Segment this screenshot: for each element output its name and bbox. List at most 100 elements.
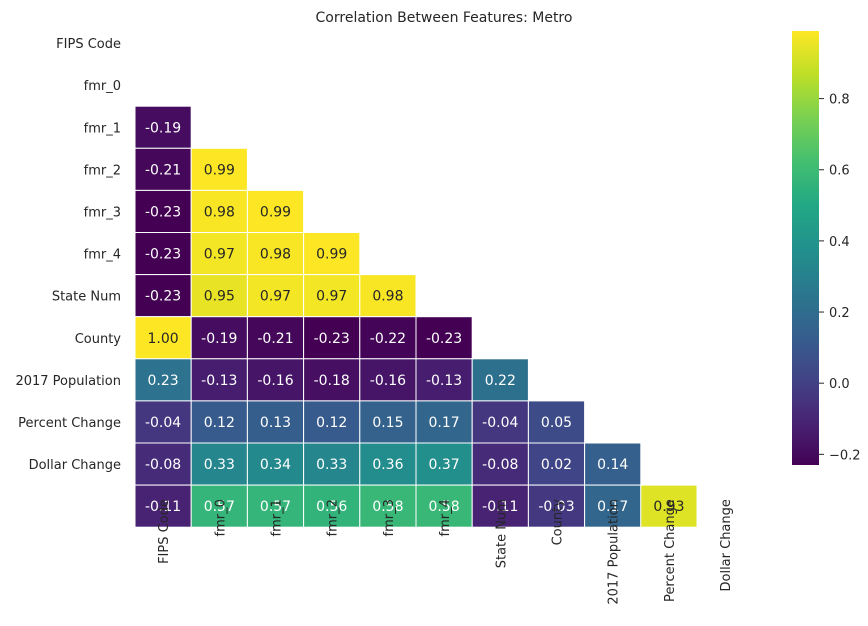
- heatmap-cell: [471, 442, 529, 486]
- cell-annotation: 0.97: [316, 289, 347, 305]
- cell-annotation: -0.23: [145, 289, 181, 305]
- heatmap-cell: [190, 274, 248, 318]
- x-axis-labels: FIPS Code fmr_0 fmr_1 fmr_2 fmr_3 fmr_4 State …: [157, 499, 734, 605]
- y-tick-label: fmr_1: [84, 121, 121, 136]
- cell-annotation: 0.13: [260, 415, 291, 431]
- cell-annotation: 0.15: [372, 415, 403, 431]
- x-tick-label: fmr_0: [213, 499, 228, 536]
- heatmap-cell: [527, 484, 586, 528]
- cell-annotation: 0.58: [429, 499, 460, 515]
- cell-annotation: -0.13: [201, 373, 237, 389]
- cell-annotation: -0.21: [145, 162, 181, 178]
- heatmap-cell: [584, 442, 642, 486]
- cell-annotation: 0.12: [316, 415, 347, 431]
- x-tick-label: fmr_3: [382, 499, 397, 536]
- colorbar-tick-label: 0.6: [829, 164, 850, 179]
- heatmap-cell: [303, 442, 361, 486]
- heatmap-cell: [471, 358, 529, 402]
- x-tick-label: Percent Change: [663, 499, 678, 602]
- y-axis-labels: FIPS Code fmr_0 fmr_1 fmr_2 fmr_3 fmr_4 State …: [15, 37, 121, 473]
- y-tick-label: State Num: [52, 290, 121, 305]
- cell-annotation: 0.02: [541, 457, 572, 473]
- cell-annotation: 0.17: [597, 499, 628, 515]
- cell-annotation: -0.11: [482, 499, 518, 515]
- y-tick-label: 2017 Population: [15, 374, 121, 389]
- cell-annotation: 0.58: [372, 499, 403, 515]
- heatmap-cell: [246, 400, 305, 444]
- heatmap-cell: [246, 316, 305, 360]
- x-tick-label: fmr_1: [270, 499, 285, 536]
- cell-annotation: 0.23: [148, 373, 179, 389]
- y-tick-label: FIPS Code: [56, 37, 121, 52]
- colorbar-tick-label: 0.8: [829, 93, 850, 108]
- heatmap-cell: [134, 484, 192, 528]
- heatmap-cell: [190, 147, 248, 191]
- heatmap-cell: [303, 232, 361, 276]
- cell-annotation: -0.21: [257, 331, 293, 347]
- cell-annotation: 0.57: [204, 499, 235, 515]
- cell-annotation: -0.08: [482, 457, 518, 473]
- cell-annotation: 0.12: [204, 415, 235, 431]
- cell-annotation: 0.37: [429, 457, 460, 473]
- heatmap-cell: [415, 484, 473, 528]
- cell-annotation: 0.97: [204, 247, 235, 263]
- cell-annotation: -0.23: [145, 247, 181, 263]
- cell-annotation: 0.33: [204, 457, 235, 473]
- cell-annotation: 0.98: [372, 289, 403, 305]
- heatmap-cell: [640, 484, 698, 528]
- cell-annotation: -0.23: [145, 204, 181, 220]
- heatmap-cell: [134, 358, 192, 402]
- cell-annotation: -0.16: [257, 373, 293, 389]
- x-tick-label: 2017 Population: [607, 499, 622, 605]
- heatmap-cell: [190, 316, 248, 360]
- heatmap-cell: [190, 232, 248, 276]
- heatmap-cell: [303, 484, 361, 528]
- heatmap-cell: [359, 484, 417, 528]
- y-tick-label: fmr_0: [84, 79, 121, 94]
- cell-annotation: 0.99: [260, 204, 291, 220]
- colorbar-gradient: [792, 31, 819, 465]
- y-tick-label: Percent Change: [18, 416, 121, 431]
- heatmap-cell: [134, 442, 192, 486]
- cell-annotation: -0.23: [426, 331, 462, 347]
- chart-title: Correlation Between Features: Metro: [316, 10, 573, 26]
- cell-annotation: 0.98: [204, 204, 235, 220]
- cell-annotation: 0.97: [260, 289, 291, 305]
- cell-annotation: 0.57: [260, 499, 291, 515]
- colorbar-tick-label: 0.0: [829, 377, 850, 392]
- cell-annotation: -0.23: [314, 331, 350, 347]
- heatmap-cell: [527, 400, 586, 444]
- x-tick-label: fmr_2: [326, 499, 341, 536]
- y-tick-label: Dollar Change: [29, 458, 121, 473]
- heatmap-cell: [134, 400, 192, 444]
- cell-annotation: 0.99: [204, 162, 235, 178]
- cell-annotation: -0.11: [145, 499, 181, 515]
- cell-annotation: 0.14: [597, 457, 628, 473]
- y-tick-label: County: [75, 332, 122, 347]
- cell-annotation: 0.98: [260, 247, 291, 263]
- y-tick-label: fmr_4: [84, 248, 121, 263]
- heatmap-cell: [303, 316, 361, 360]
- colorbar-tick-label: 0.2: [829, 306, 850, 321]
- heatmap-cell: [246, 484, 305, 528]
- cell-annotation: -0.18: [314, 373, 350, 389]
- cell-annotation: 0.22: [485, 373, 516, 389]
- heatmap-cell: [415, 358, 473, 402]
- x-tick-label: State Num: [494, 499, 509, 568]
- cell-annotation: -0.03: [538, 499, 574, 515]
- x-tick-label: Dollar Change: [719, 499, 734, 591]
- heatmap-cell: [134, 147, 192, 191]
- cell-annotation: -0.16: [370, 373, 406, 389]
- x-tick-label: FIPS Code: [157, 499, 172, 564]
- cell-annotation: -0.08: [145, 457, 181, 473]
- heatmap-cell: [415, 442, 473, 486]
- cell-annotation: 1.00: [148, 331, 179, 347]
- heatmap-cells: [134, 105, 698, 528]
- heatmap-cell: [584, 484, 642, 528]
- heatmap-cell: [134, 316, 192, 360]
- heatmap-cell: [415, 316, 473, 360]
- cell-annotation: 0.93: [653, 499, 684, 515]
- cell-annotation: -0.04: [145, 415, 181, 431]
- colorbar-tick-label: 0.4: [829, 235, 850, 250]
